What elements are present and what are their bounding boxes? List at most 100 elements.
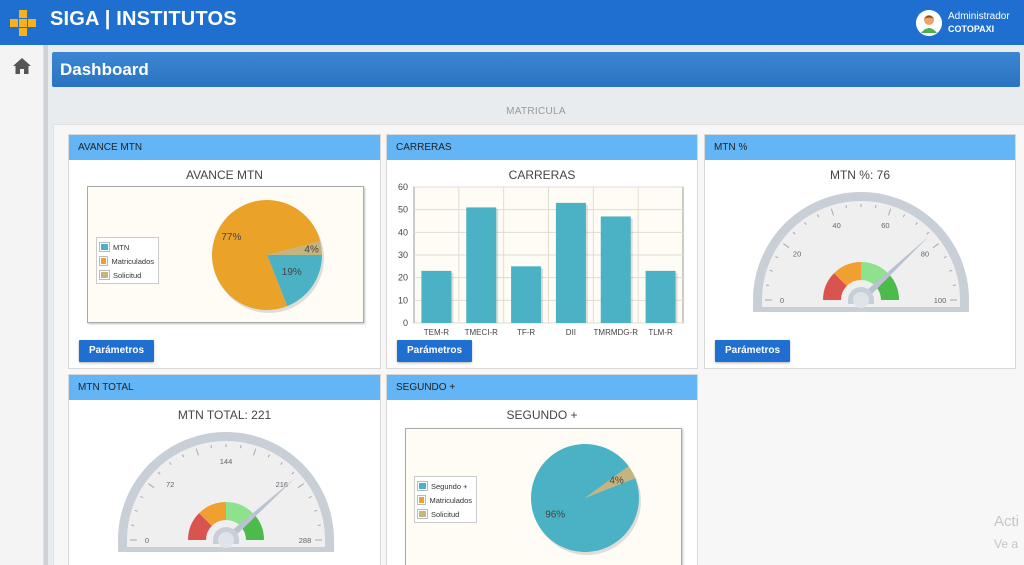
avatar-icon (916, 10, 942, 36)
chart-legend: Segundo + Matriculados Solicitud (414, 476, 477, 523)
bar-chart-carreras: 0 10 20 30 40 50 60 TEM-R TMECI-R TF-R DII TMRMDG-R… (398, 182, 684, 337)
page-title: Dashboard (60, 60, 149, 79)
gauge-tick (280, 462, 283, 466)
legend-swatch (418, 510, 427, 518)
gauge-tick-label: 72 (166, 480, 174, 489)
x-tick-label: TMRMDG-R (594, 328, 639, 337)
pie-slice-label: 19% (282, 267, 302, 278)
gauge-tick (775, 255, 779, 259)
user-institution[interactable]: COTOPAXI (948, 24, 995, 34)
pie-slice-label: 77% (221, 232, 241, 243)
user-avatar[interactable] (916, 10, 942, 36)
panel-header: SEGUNDO + (387, 375, 697, 400)
gauge-tick (267, 454, 271, 458)
gauge-tick-label: 216 (276, 480, 289, 489)
pie-chart-segundo: Segundo + Matriculados Solicitud 96% 4% (405, 428, 682, 565)
gauge-chart-mtn-pct: 0 20 40 60 80 100 (753, 192, 969, 312)
gauge-tick (297, 483, 304, 489)
home-icon[interactable] (12, 57, 32, 75)
gauge-face (127, 441, 325, 547)
pie-slice-matriculados (212, 200, 321, 310)
chart-title: AVANCE MTN (186, 168, 263, 182)
chart-title: MTN %: 76 (829, 168, 890, 182)
gauge-tick (140, 495, 144, 499)
panel-header: MTN % (705, 135, 1015, 160)
gauge-tick (792, 231, 796, 235)
gauge-tick (157, 471, 161, 475)
pie-chart-avance: MTN Matriculados Solicitud 77% 19% 4% (87, 186, 364, 323)
gauge-band (875, 273, 899, 300)
gauge-tick (888, 208, 892, 216)
parametros-button[interactable]: Parámetros (397, 340, 473, 362)
gauge-face (762, 201, 960, 307)
gauge-tick-label: 0 (145, 536, 149, 545)
gauge-tick (169, 462, 172, 466)
y-tick-label: 60 (398, 182, 408, 192)
section-label: MATRICULA (506, 106, 566, 117)
user-role[interactable]: Administrador (948, 11, 1010, 22)
gauge-band (834, 262, 861, 286)
gauge-tick (783, 243, 790, 249)
chart-legend: MTN Matriculados Solicitud (96, 237, 159, 284)
bar-tf-r (511, 266, 542, 323)
legend-swatch (100, 243, 109, 251)
gauge-tick (253, 448, 257, 456)
gauge-tick-label: 20 (793, 250, 801, 259)
gauge-needle (223, 477, 296, 543)
legend-item: Solicitud (100, 268, 154, 282)
gauge-band (240, 513, 264, 540)
gauge-tick-label: 60 (881, 221, 889, 230)
legend-label: Solicitud (113, 270, 142, 280)
gauge-tick-label: 100 (934, 296, 947, 305)
parametros-button[interactable]: Parámetros (79, 340, 155, 362)
gauge-tick-label: 144 (220, 457, 233, 466)
gauge-band (823, 273, 847, 300)
gauge-band (226, 502, 253, 526)
logo-icon[interactable] (10, 10, 36, 36)
gauge-tick (291, 471, 295, 475)
app-title[interactable]: SIGA | INSTITUTOS (50, 8, 237, 30)
watermark-text: Ve a (994, 537, 1019, 551)
legend-item: Matriculados (100, 254, 154, 268)
panel-avance-mtn: AVANCE MTN AVANCE MTN MTN Matriculados S… (68, 134, 381, 369)
gauge-band (188, 513, 212, 540)
gauge-tick (769, 269, 773, 272)
gauge-tick (134, 509, 138, 512)
panel-mtn-pct: MTN % MTN %: 76 0 20 40 60 80 100 Parámetros (704, 134, 1016, 369)
pie-chart: 77% 19% 4% (212, 200, 324, 313)
gauge-tick (804, 222, 807, 226)
gauge-hub-center (218, 532, 234, 548)
panel-header: MTN TOTAL (69, 375, 380, 400)
gauge-tick (932, 243, 939, 249)
x-tick-label: TLM-R (648, 328, 673, 337)
sidebar (0, 45, 44, 565)
legend-swatch (100, 257, 108, 265)
chart-title: MTN TOTAL: 221 (177, 408, 272, 422)
legend-item: Matriculados (418, 493, 472, 507)
gauge-band (861, 262, 888, 286)
bar-dii (555, 202, 586, 323)
gauge-tick (830, 208, 834, 216)
pie-slice-label: 4% (304, 244, 319, 255)
y-tick-label: 50 (398, 205, 408, 215)
legend-label: Solicitud (431, 509, 460, 519)
y-tick-label: 10 (398, 295, 408, 305)
bar-tmeci-r (466, 207, 497, 323)
gauge-tick (902, 214, 906, 218)
pie-slice-label: 4% (609, 476, 624, 487)
gauge-tick (816, 214, 820, 218)
legend-swatch (418, 496, 426, 504)
y-tick-label: 0 (403, 318, 408, 328)
x-tick-label: TF-R (517, 328, 535, 337)
gauge-chart-mtn-total: 0 72 144 216 288 (118, 432, 334, 552)
chart-title: CARRERAS (508, 168, 576, 182)
legend-swatch (418, 482, 427, 490)
y-tick-label: 20 (398, 273, 408, 283)
gauge-tick (926, 231, 930, 235)
parametros-button[interactable]: Parámetros (715, 340, 791, 362)
pie-slice-label: 96% (545, 509, 565, 520)
gauge-band (199, 502, 226, 526)
gauge-tick (915, 222, 918, 226)
pie-slice-solicitud (267, 241, 322, 255)
legend-label: Matriculados (429, 495, 472, 505)
